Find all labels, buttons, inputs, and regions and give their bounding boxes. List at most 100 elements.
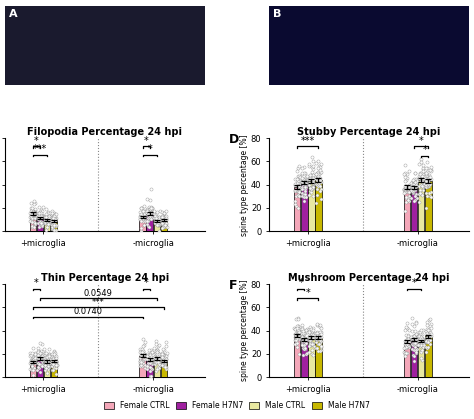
Point <box>41 366 48 373</box>
Point <box>53 362 61 368</box>
Point <box>291 326 299 333</box>
Point <box>294 204 301 211</box>
Point <box>28 210 36 217</box>
Point <box>137 213 144 220</box>
Point <box>141 364 149 371</box>
Point <box>410 185 418 191</box>
Point <box>417 170 425 176</box>
Point <box>29 371 37 378</box>
Point <box>293 325 301 331</box>
Point <box>45 350 53 357</box>
Point <box>310 176 317 183</box>
Point <box>31 349 38 356</box>
Point <box>158 218 166 225</box>
Point <box>405 192 413 199</box>
Point <box>294 328 302 334</box>
Point <box>162 356 170 362</box>
Point <box>316 183 323 190</box>
Point <box>34 213 41 220</box>
Point <box>159 212 167 219</box>
Point <box>296 181 303 187</box>
Point <box>408 195 415 202</box>
Point <box>313 337 320 344</box>
Point <box>45 214 52 220</box>
Point <box>422 184 430 191</box>
Point <box>419 165 426 172</box>
Point <box>145 352 153 359</box>
Point <box>154 347 161 353</box>
Point <box>31 365 38 371</box>
Point <box>417 155 424 162</box>
Point <box>313 334 321 341</box>
Point <box>422 204 430 211</box>
Point <box>154 209 161 215</box>
Point <box>143 196 151 202</box>
Point <box>153 355 160 362</box>
Point <box>147 347 155 353</box>
Point <box>158 209 165 215</box>
Point <box>159 346 167 352</box>
Bar <box>404 341 410 377</box>
Point <box>53 355 60 362</box>
Point <box>314 173 321 180</box>
Point <box>27 212 35 219</box>
Point <box>136 360 144 366</box>
Point <box>28 363 36 370</box>
Point <box>146 206 154 213</box>
Point <box>295 334 303 341</box>
Point <box>140 351 147 358</box>
Bar <box>308 338 315 377</box>
Point <box>144 350 151 357</box>
Point <box>412 190 420 197</box>
Point <box>412 176 419 182</box>
Point <box>151 207 158 214</box>
Point <box>155 355 163 362</box>
Point <box>28 357 36 364</box>
Point <box>404 349 411 356</box>
Point <box>147 373 155 380</box>
Point <box>32 220 39 227</box>
Point <box>50 362 57 369</box>
Point <box>300 178 307 184</box>
Point <box>415 174 423 181</box>
Point <box>155 361 163 367</box>
Point <box>315 333 322 339</box>
Point <box>27 217 35 224</box>
Point <box>44 358 51 365</box>
Point <box>313 328 321 335</box>
Point <box>145 214 153 220</box>
Point <box>309 175 316 182</box>
Point <box>296 188 303 195</box>
Point <box>314 334 322 341</box>
Bar <box>294 187 301 231</box>
Point <box>301 341 308 348</box>
Point <box>312 181 320 188</box>
Point <box>415 341 422 348</box>
Point <box>48 221 55 228</box>
Point <box>137 357 145 364</box>
Bar <box>418 341 424 377</box>
Point <box>39 362 46 369</box>
Point <box>423 326 431 333</box>
Point <box>305 180 313 187</box>
Point <box>317 328 325 335</box>
Point <box>37 215 45 222</box>
Point <box>410 179 418 186</box>
Point <box>146 210 153 217</box>
Point <box>306 340 314 347</box>
Point <box>41 212 49 219</box>
Point <box>416 187 423 194</box>
Point <box>292 334 299 341</box>
Point <box>422 327 429 334</box>
Point <box>301 191 309 198</box>
Point <box>41 356 49 363</box>
Point <box>159 217 166 224</box>
Y-axis label: spine type percentage [%]: spine type percentage [%] <box>240 134 249 235</box>
Point <box>417 339 424 346</box>
Point <box>139 360 146 366</box>
Point <box>300 336 307 343</box>
Point <box>37 207 45 214</box>
Point <box>41 220 49 226</box>
Point <box>422 348 430 355</box>
Point <box>138 362 146 369</box>
